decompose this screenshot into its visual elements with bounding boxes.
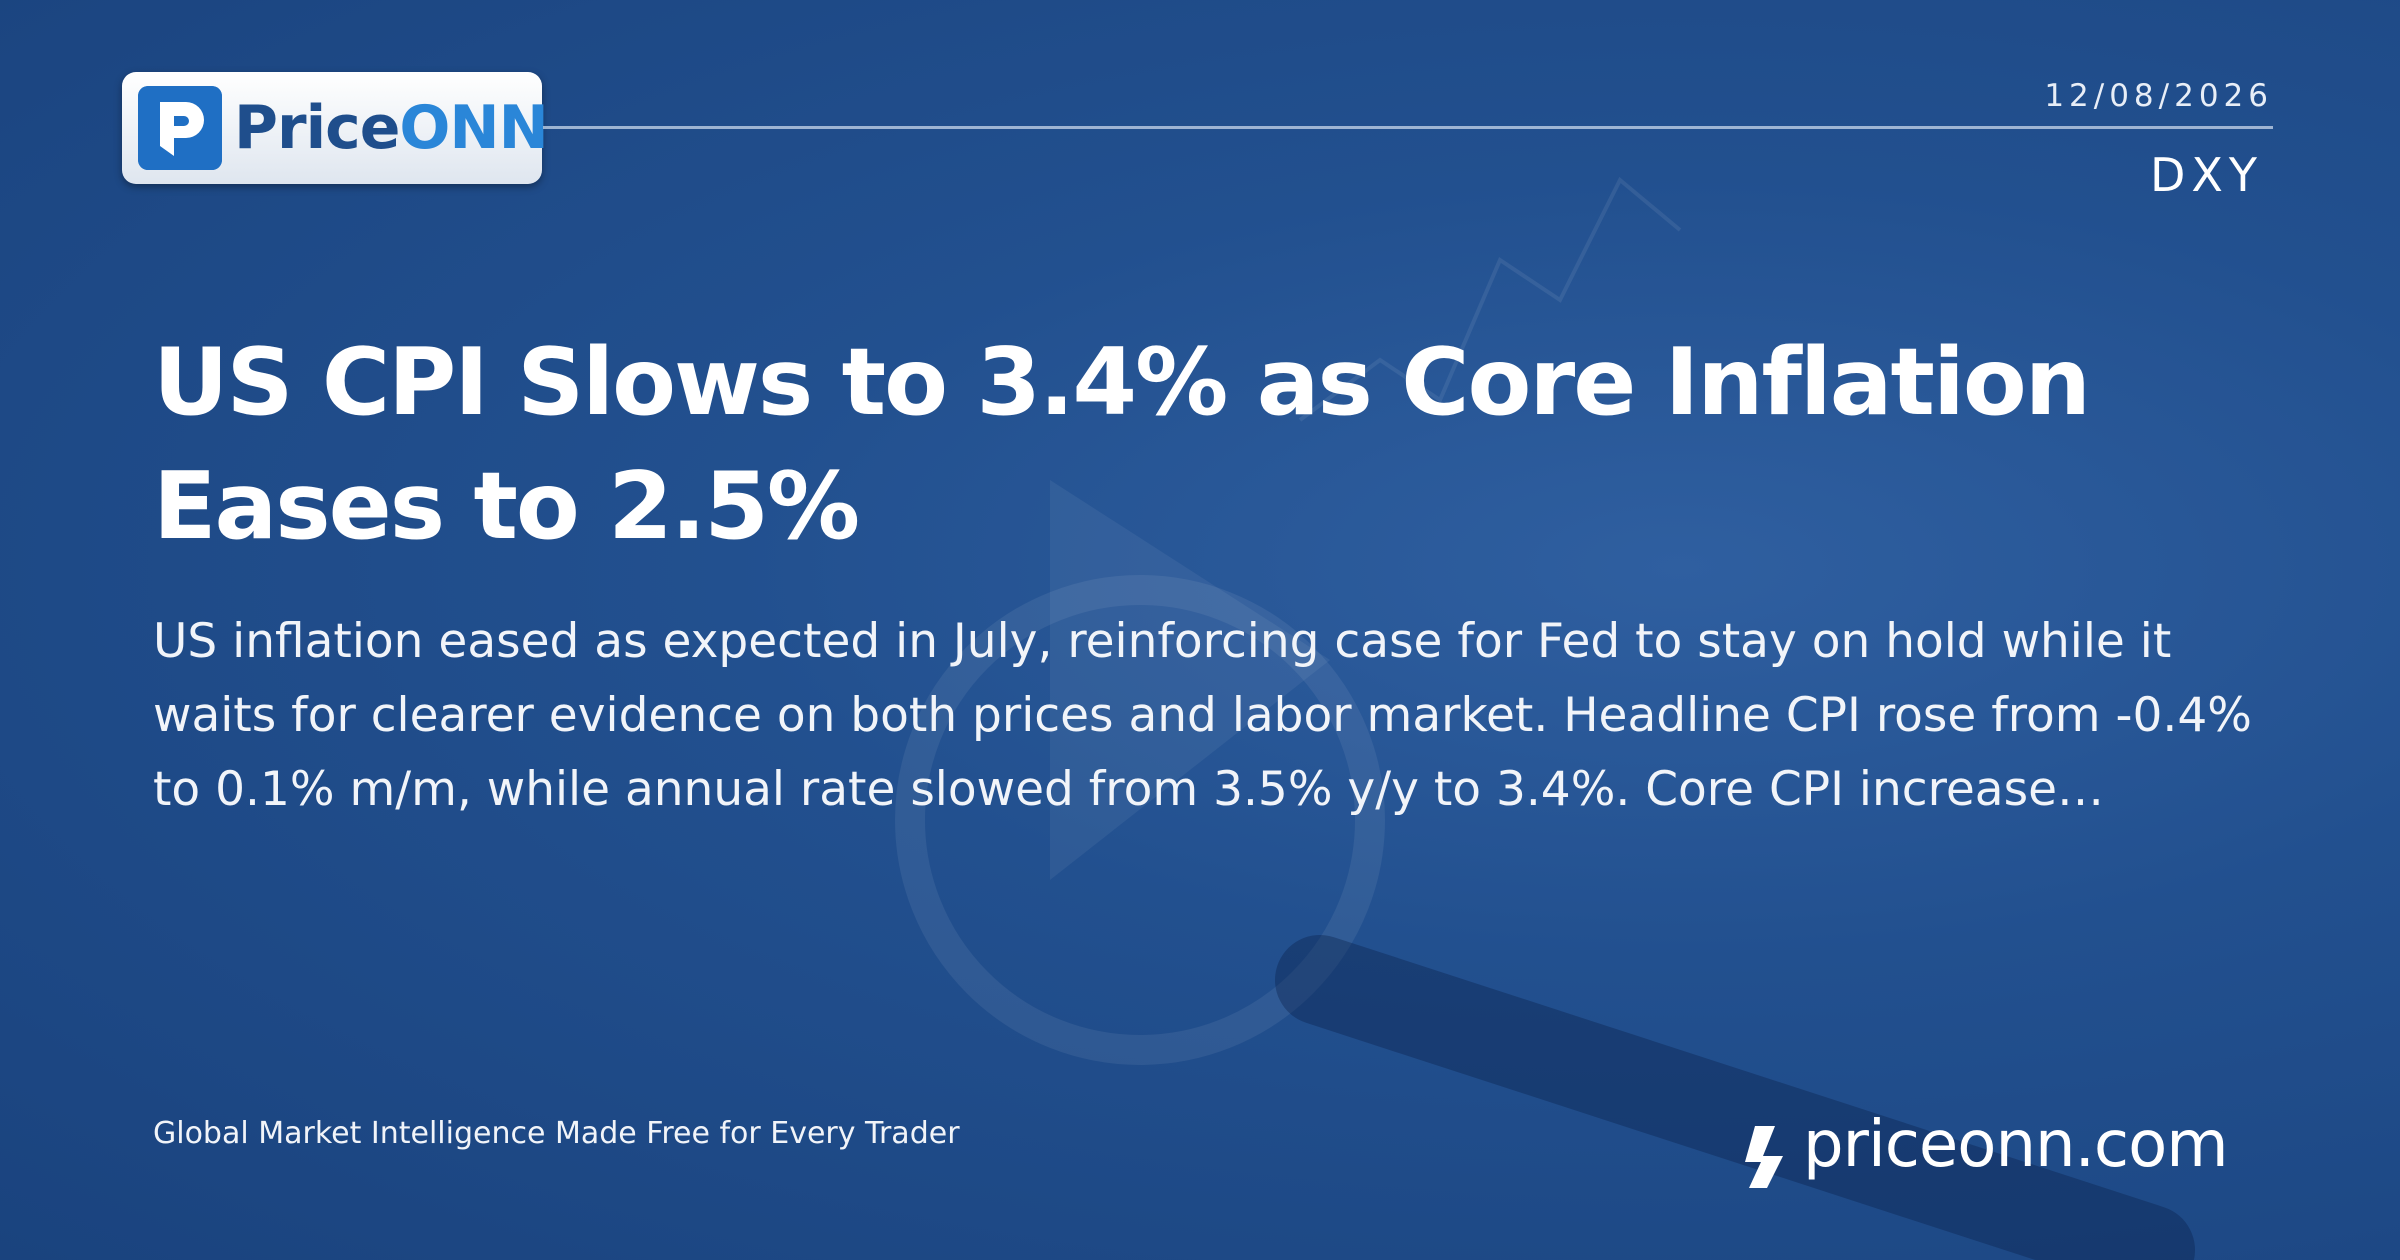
logo-icon xyxy=(138,86,222,170)
logo[interactable]: PriceONN xyxy=(122,72,549,184)
site-url[interactable]: priceonn.com xyxy=(1803,1108,2229,1182)
site-icon xyxy=(1745,1126,1783,1188)
watermark-play xyxy=(1050,480,1330,880)
summary: US inflation eased as expected in July, … xyxy=(153,614,2252,817)
chart-scribble xyxy=(1298,176,1682,422)
headline: US CPI Slows to 3.4% as Core Inflation E… xyxy=(153,328,2091,560)
magnifier-handle xyxy=(1275,935,2195,1260)
ticker: DXY xyxy=(2149,148,2263,202)
magnifier-ring xyxy=(895,575,1385,1065)
logo-text: PriceONN xyxy=(234,92,549,164)
logo-text-a: Price xyxy=(234,93,400,163)
header-rule xyxy=(543,126,2273,129)
date: 12/08/2026 xyxy=(2044,78,2273,114)
tagline: Global Market Intelligence Made Free for… xyxy=(153,1116,960,1151)
logo-text-b: ONN xyxy=(399,93,548,163)
